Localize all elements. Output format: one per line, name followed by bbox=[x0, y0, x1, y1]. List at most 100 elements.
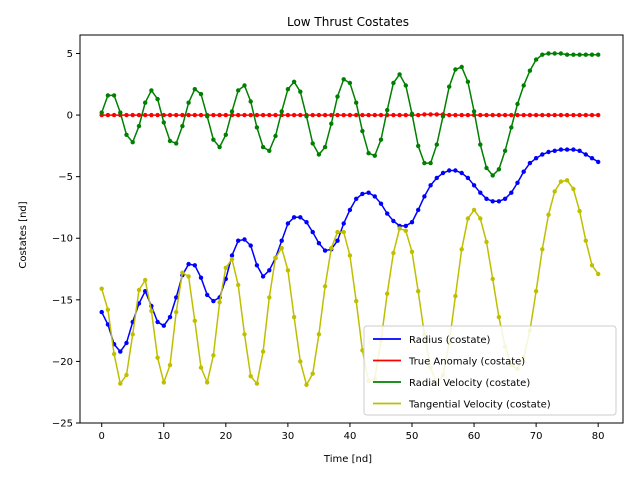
data-point bbox=[509, 190, 514, 195]
data-point bbox=[589, 156, 595, 161]
data-point bbox=[589, 52, 595, 57]
data-point bbox=[149, 112, 154, 118]
data-point bbox=[533, 57, 539, 62]
data-point bbox=[397, 226, 402, 231]
data-point bbox=[533, 112, 539, 118]
data-point bbox=[465, 112, 471, 118]
data-point bbox=[459, 64, 464, 70]
data-point bbox=[571, 186, 576, 192]
data-point bbox=[322, 112, 328, 118]
data-point bbox=[254, 125, 260, 130]
data-point bbox=[478, 190, 483, 195]
data-point bbox=[453, 112, 458, 118]
data-point bbox=[428, 160, 433, 166]
data-point bbox=[205, 380, 210, 385]
data-point bbox=[552, 189, 557, 194]
data-point bbox=[149, 308, 154, 314]
data-point bbox=[130, 332, 135, 337]
x-tick-label: 80 bbox=[592, 431, 605, 442]
data-point bbox=[471, 183, 477, 188]
data-point bbox=[211, 353, 216, 358]
data-point bbox=[198, 112, 204, 118]
data-point bbox=[310, 141, 315, 146]
data-point bbox=[254, 381, 260, 386]
data-point bbox=[571, 112, 576, 118]
data-point bbox=[391, 112, 396, 118]
chart-title: Low Thrust Costates bbox=[287, 15, 409, 29]
data-point bbox=[285, 221, 291, 226]
data-point bbox=[111, 93, 117, 98]
data-point bbox=[186, 112, 191, 118]
data-point bbox=[583, 152, 588, 157]
data-point bbox=[124, 340, 129, 346]
data-point bbox=[118, 110, 123, 115]
data-point bbox=[496, 199, 502, 204]
data-point bbox=[447, 168, 452, 173]
legend-label: Radial Velocity (costate) bbox=[409, 378, 530, 389]
data-point bbox=[143, 277, 148, 283]
data-point bbox=[360, 348, 365, 353]
data-point bbox=[490, 276, 495, 282]
data-point bbox=[596, 112, 601, 118]
data-point bbox=[205, 114, 210, 119]
data-point bbox=[211, 298, 216, 304]
data-point bbox=[478, 142, 483, 147]
data-point bbox=[335, 238, 340, 243]
data-point bbox=[533, 156, 539, 161]
data-point bbox=[161, 380, 166, 385]
data-point bbox=[229, 253, 235, 258]
data-point bbox=[453, 67, 458, 72]
data-point bbox=[310, 112, 315, 118]
data-point bbox=[378, 137, 384, 142]
data-point bbox=[521, 83, 526, 88]
data-point bbox=[273, 133, 278, 139]
data-point bbox=[341, 229, 346, 235]
data-point bbox=[223, 112, 228, 118]
data-point bbox=[354, 298, 359, 304]
data-point bbox=[304, 382, 309, 387]
data-point bbox=[347, 80, 353, 86]
data-point bbox=[527, 112, 533, 118]
data-point bbox=[155, 96, 160, 102]
data-point bbox=[279, 238, 284, 243]
data-point bbox=[484, 165, 489, 171]
data-point bbox=[354, 100, 359, 105]
data-point bbox=[440, 114, 446, 119]
data-point bbox=[341, 112, 346, 118]
data-point bbox=[167, 112, 173, 118]
data-point bbox=[409, 220, 415, 225]
data-point bbox=[291, 314, 297, 320]
data-point bbox=[99, 286, 104, 291]
series-2 bbox=[99, 51, 601, 178]
data-point bbox=[447, 84, 452, 89]
data-point bbox=[229, 109, 235, 114]
x-tick-label: 30 bbox=[282, 431, 295, 442]
y-tick-label: −5 bbox=[58, 172, 73, 183]
data-point bbox=[167, 138, 173, 144]
data-point bbox=[254, 263, 260, 268]
data-point bbox=[298, 112, 303, 118]
data-point bbox=[471, 207, 477, 213]
data-point bbox=[267, 268, 272, 273]
data-point bbox=[385, 107, 390, 113]
x-axis-label: Time [nd] bbox=[323, 454, 372, 465]
data-point bbox=[291, 112, 297, 118]
data-point bbox=[496, 167, 502, 172]
data-point bbox=[422, 160, 427, 166]
data-point bbox=[589, 112, 595, 118]
data-point bbox=[291, 79, 297, 85]
data-point bbox=[509, 125, 514, 130]
data-point bbox=[267, 112, 272, 118]
data-point bbox=[360, 112, 365, 118]
data-point bbox=[248, 243, 253, 248]
data-point bbox=[217, 300, 222, 305]
series-0 bbox=[99, 147, 601, 354]
data-point bbox=[397, 72, 402, 77]
data-point bbox=[304, 114, 309, 119]
data-point bbox=[564, 147, 570, 152]
data-point bbox=[347, 253, 353, 258]
data-point bbox=[546, 212, 551, 217]
data-point bbox=[478, 216, 483, 221]
x-tick-label: 60 bbox=[468, 431, 481, 442]
